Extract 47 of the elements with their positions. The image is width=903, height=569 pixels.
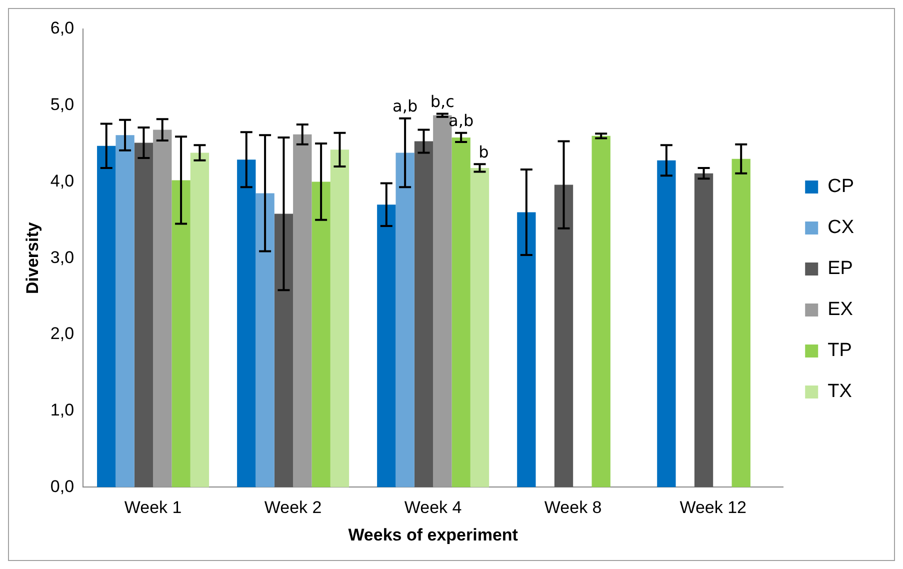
bar <box>517 212 536 488</box>
bar <box>657 160 676 488</box>
bar <box>452 137 470 488</box>
bar <box>172 180 190 488</box>
y-tick-label: 3,0 <box>50 248 74 267</box>
bar <box>312 182 330 488</box>
bar <box>470 168 490 488</box>
x-axis-title: Weeks of experiment <box>348 525 518 544</box>
bar <box>732 158 750 488</box>
bar <box>274 214 294 488</box>
y-tick-label: 5,0 <box>50 95 74 114</box>
bar <box>554 184 574 488</box>
legend-label: EP <box>828 258 853 280</box>
bar <box>396 152 414 488</box>
bar <box>190 152 210 488</box>
bar <box>293 134 312 488</box>
y-tick-label: 1,0 <box>50 400 74 420</box>
annotation: b,c <box>430 92 454 111</box>
bar <box>694 173 714 488</box>
legend-label: EX <box>828 299 854 320</box>
bar <box>330 150 350 488</box>
legend-label: CP <box>828 176 854 198</box>
bar <box>256 193 274 488</box>
bar <box>414 141 434 488</box>
x-tick-label: Week 4 <box>404 498 462 518</box>
legend-label: TP <box>828 340 852 362</box>
y-tick-label: 4,0 <box>50 171 74 190</box>
y-tick-label: 0,0 <box>50 476 74 496</box>
annotation: a,b <box>392 96 418 116</box>
legend-label: CX <box>828 217 854 238</box>
x-tick-label: Week 1 <box>124 498 182 518</box>
bar <box>153 130 172 488</box>
annotation: a,b <box>448 111 474 130</box>
bar <box>97 146 116 488</box>
bar <box>116 135 134 488</box>
annotation: b <box>478 142 489 162</box>
bar <box>237 160 256 488</box>
bar <box>377 204 396 488</box>
y-axis-title: Diversity <box>22 222 42 294</box>
legend-label: TX <box>828 381 852 402</box>
bar <box>134 142 154 488</box>
x-tick-label: Week 8 <box>544 498 602 518</box>
y-tick-label: 2,0 <box>50 324 74 344</box>
x-tick-label: Week 12 <box>680 498 746 518</box>
x-tick-label: Week 2 <box>264 498 322 518</box>
bar <box>592 136 610 488</box>
y-tick-label: 6,0 <box>50 18 74 38</box>
